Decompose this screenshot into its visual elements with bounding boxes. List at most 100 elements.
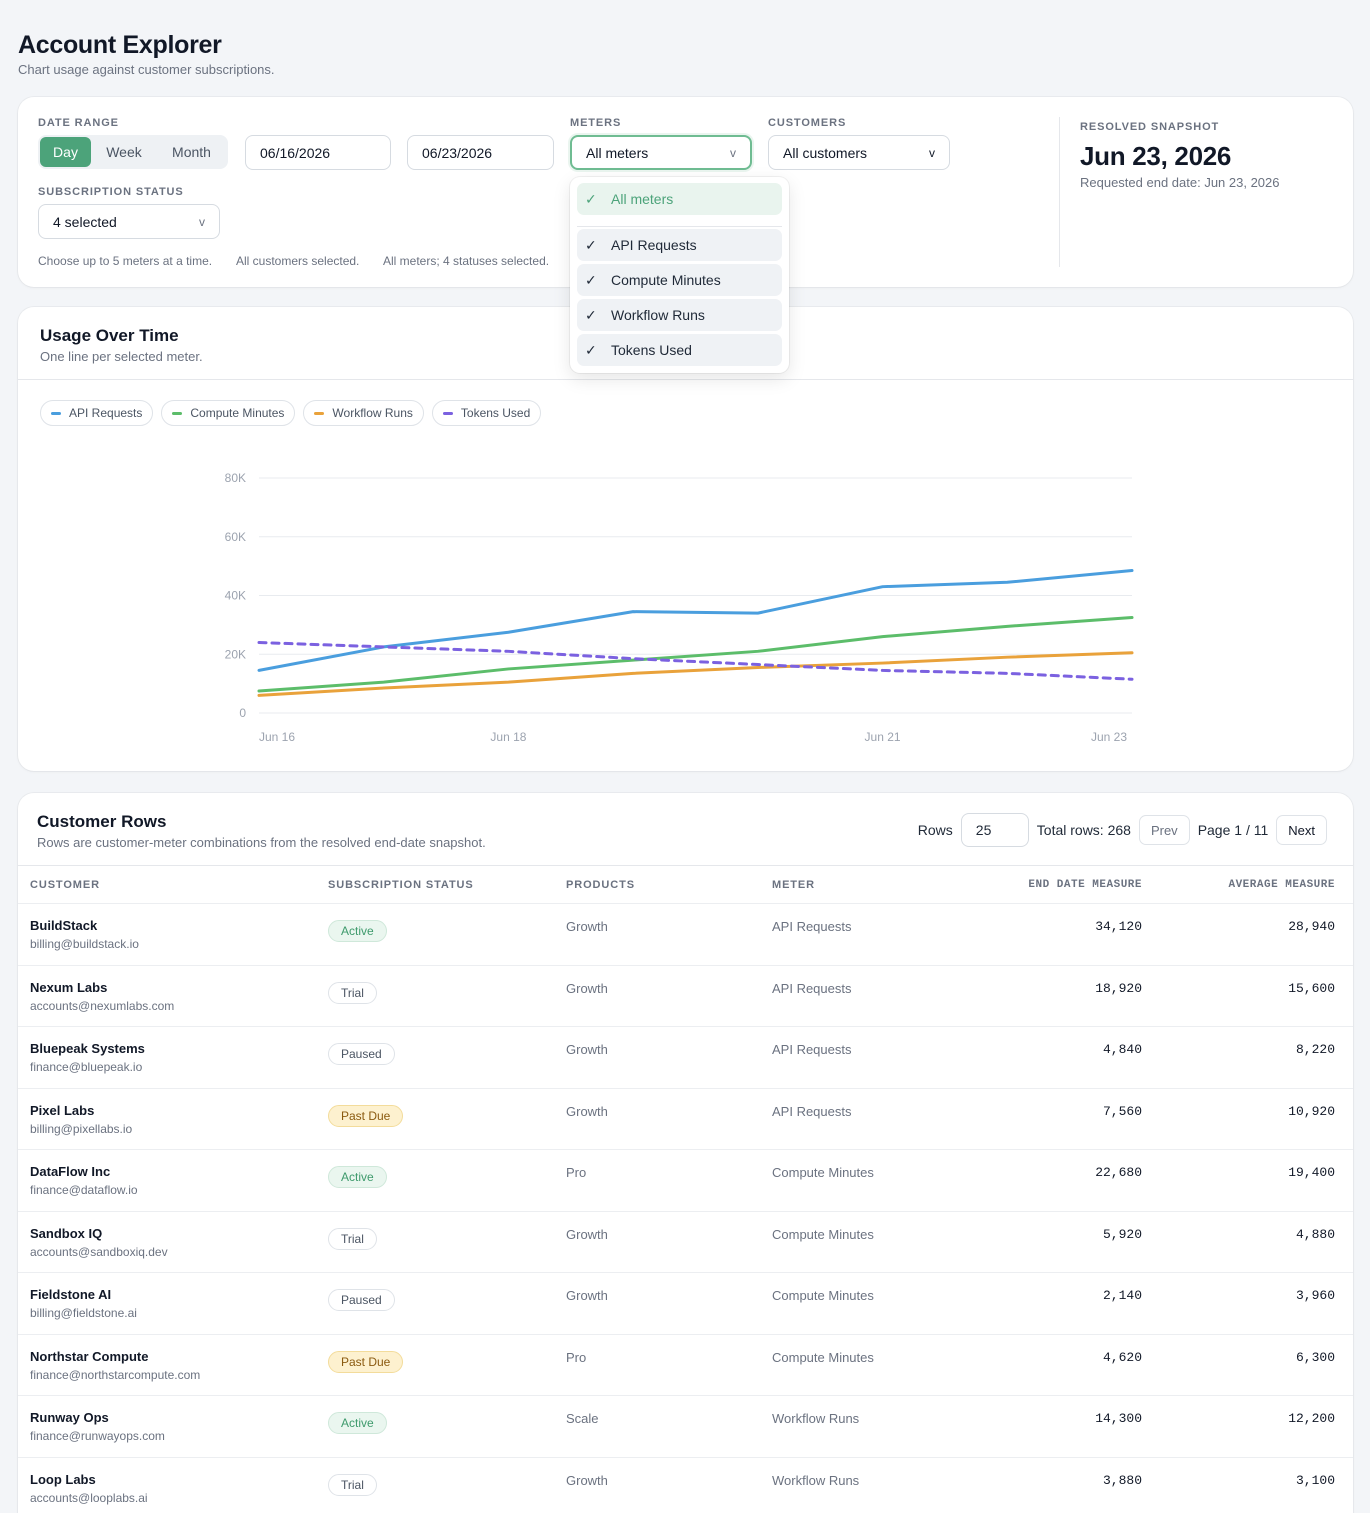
meter-cell: Compute Minutes [772,1349,874,1365]
customer-name: Sandbox IQ [30,1225,103,1241]
table-row[interactable]: Runway Ops finance@runwayops.com Active Sca… [18,1395,1353,1457]
meter-option-workflow-runs[interactable]: ✓ Workflow Runs [577,299,782,331]
table-row[interactable]: Bluepeak Systems finance@bluepeak.io Pause… [18,1026,1353,1088]
subscription-status-select[interactable]: 4 selected v [38,204,220,239]
end-date-measure-cell: 34,120 [1095,919,1142,934]
rows-per-page-input[interactable]: 25 [960,813,1029,847]
total-rows: Total rows: 268 [1036,822,1131,838]
meter-option-label: Workflow Runs [611,307,705,323]
granularity-day-button[interactable]: Day [40,137,91,167]
meter-option-label: API Requests [611,237,697,253]
table-row[interactable]: DataFlow Inc finance@dataflow.io Active Pro… [18,1149,1353,1211]
status-badge: Past Due [328,1350,404,1373]
product-cell: Growth [566,1472,608,1488]
table-subtitle: Rows are customer-meter combinations fro… [37,835,486,850]
x-tick-label: Jun 18 [490,730,526,744]
check-icon: ✓ [585,306,597,323]
pagination: Rows 25 Total rows: 268 Prev Page 1 / 11… [918,813,1327,847]
customer-name: Runway Ops [30,1410,109,1425]
end-date-measure-cell: 2,140 [1102,1288,1142,1303]
table-row[interactable]: Northstar Compute finance@northstarcomput… [18,1333,1353,1396]
legend-api-requests[interactable]: API Requests [40,400,154,426]
table-row[interactable]: Sandbox IQ accounts@sandboxiq.dev Trial Gro… [18,1210,1353,1273]
legend-tokens-used[interactable]: Tokens Used [431,400,542,426]
filters-card: DATE RANGE Day Week Month 06/16/2026 06/… [18,97,1353,287]
customers-select[interactable]: All customers v [768,135,950,170]
meter-option-api-requests[interactable]: ✓ API Requests [577,229,782,261]
customer-email: finance@runwayops.com [30,1429,165,1443]
end-date-measure-cell: 4,620 [1102,1349,1142,1365]
column-customer: CUSTOMER [30,879,100,891]
meter-option-compute-minutes[interactable]: ✓ Compute Minutes [577,264,782,296]
table-row[interactable]: Loop Labs accounts@looplabs.ai Trial Growth… [18,1456,1353,1513]
customer-name: DataFlow Inc [30,1164,111,1179]
average-measure-cell: 3,960 [1295,1288,1335,1303]
average-measure-cell: 8,220 [1295,1042,1335,1057]
dropdown-divider [577,226,782,227]
meters-select[interactable]: All meters v [570,135,752,170]
end-date-input[interactable]: 06/23/2026 [407,135,554,170]
customer-name: Loop Labs [30,1471,96,1487]
y-tick-label: 20K [225,647,246,661]
average-measure-cell: 4,880 [1295,1226,1335,1242]
customer-email: billing@pixellabs.io [30,1121,133,1136]
status-badge: Trial [328,1473,377,1496]
check-icon: ✓ [585,271,597,288]
meter-cell: API Requests [772,1103,852,1119]
product-cell: Growth [566,980,608,996]
customer-email: billing@buildstack.io [30,937,139,951]
legend-swatch [51,411,61,415]
legend-label: API Requests [69,406,143,420]
legend-swatch [314,411,325,415]
granularity-toggle: Day Week Month [38,135,228,169]
average-measure-cell: 6,300 [1295,1349,1335,1365]
meters-hint: Choose up to 5 meters at a time. [38,254,213,268]
date-range-label: DATE RANGE [38,117,119,129]
customer-rows-card: Customer Rows Rows are customer-meter co… [18,793,1353,1513]
meter-option-tokens-used[interactable]: ✓ Tokens Used [577,334,782,366]
product-cell: Scale [566,1411,599,1426]
meter-cell: Workflow Runs [772,1472,860,1488]
column-products: PRODUCTS [566,879,635,891]
table-header-divider [18,865,1353,866]
legend-compute-minutes[interactable]: Compute Minutes [161,400,296,426]
page-title: Account Explorer [18,31,222,59]
prev-page-button[interactable]: Prev [1138,815,1190,845]
granularity-month-button[interactable]: Month [172,144,211,160]
product-cell: Growth [566,1288,608,1303]
legend-workflow-runs[interactable]: Workflow Runs [303,400,424,426]
table-row[interactable]: Pixel Labs billing@pixellabs.io Past Due Gr… [18,1087,1353,1150]
table-row[interactable]: Nexum Labs accounts@nexumlabs.com Trial Gro… [18,964,1353,1027]
customer-email: billing@fieldstone.ai [30,1306,137,1320]
snapshot-label: RESOLVED SNAPSHOT [1080,121,1220,133]
usage-chart-card: Usage Over Time One line per selected me… [18,307,1353,771]
customers-label: CUSTOMERS [768,117,847,129]
chevron-down-icon: v [929,145,935,160]
product-cell: Pro [566,1165,587,1180]
series-line-tokens-used [257,641,1134,681]
start-date-input[interactable]: 06/16/2026 [245,135,391,170]
check-icon: ✓ [585,341,597,358]
chevron-down-icon: v [730,145,736,160]
legend-swatch [172,411,183,415]
next-page-button[interactable]: Next [1276,815,1327,845]
meter-option-all[interactable]: ✓ All meters [577,183,782,215]
meter-option-label: Tokens Used [611,342,692,358]
page-subtitle: Chart usage against customer subscriptio… [18,62,275,77]
column-subscription-status: SUBSCRIPTION STATUS [328,879,474,891]
meters-dropdown: ✓ All meters ✓ API Requests ✓ Compute Mi… [570,177,789,373]
granularity-week-button[interactable]: Week [106,144,142,160]
snapshot-date: Jun 23, 2026 [1080,141,1232,171]
table-row[interactable]: BuildStack billing@buildstack.io Active Gro… [18,903,1353,965]
column-meter: METER [772,879,815,891]
customer-email: accounts@sandboxiq.dev [30,1244,168,1259]
customer-email: finance@bluepeak.io [30,1060,143,1074]
table-row[interactable]: Fieldstone AI billing@fieldstone.ai Paused… [18,1272,1353,1334]
y-tick-label: 60K [225,530,246,544]
average-measure-cell: 28,940 [1288,919,1335,934]
meter-cell: API Requests [772,1042,852,1057]
rows-label: Rows [917,822,953,838]
series-line-workflow-runs [257,651,1134,697]
table-title: Customer Rows [37,812,167,831]
meters-select-value: All meters [586,144,649,161]
